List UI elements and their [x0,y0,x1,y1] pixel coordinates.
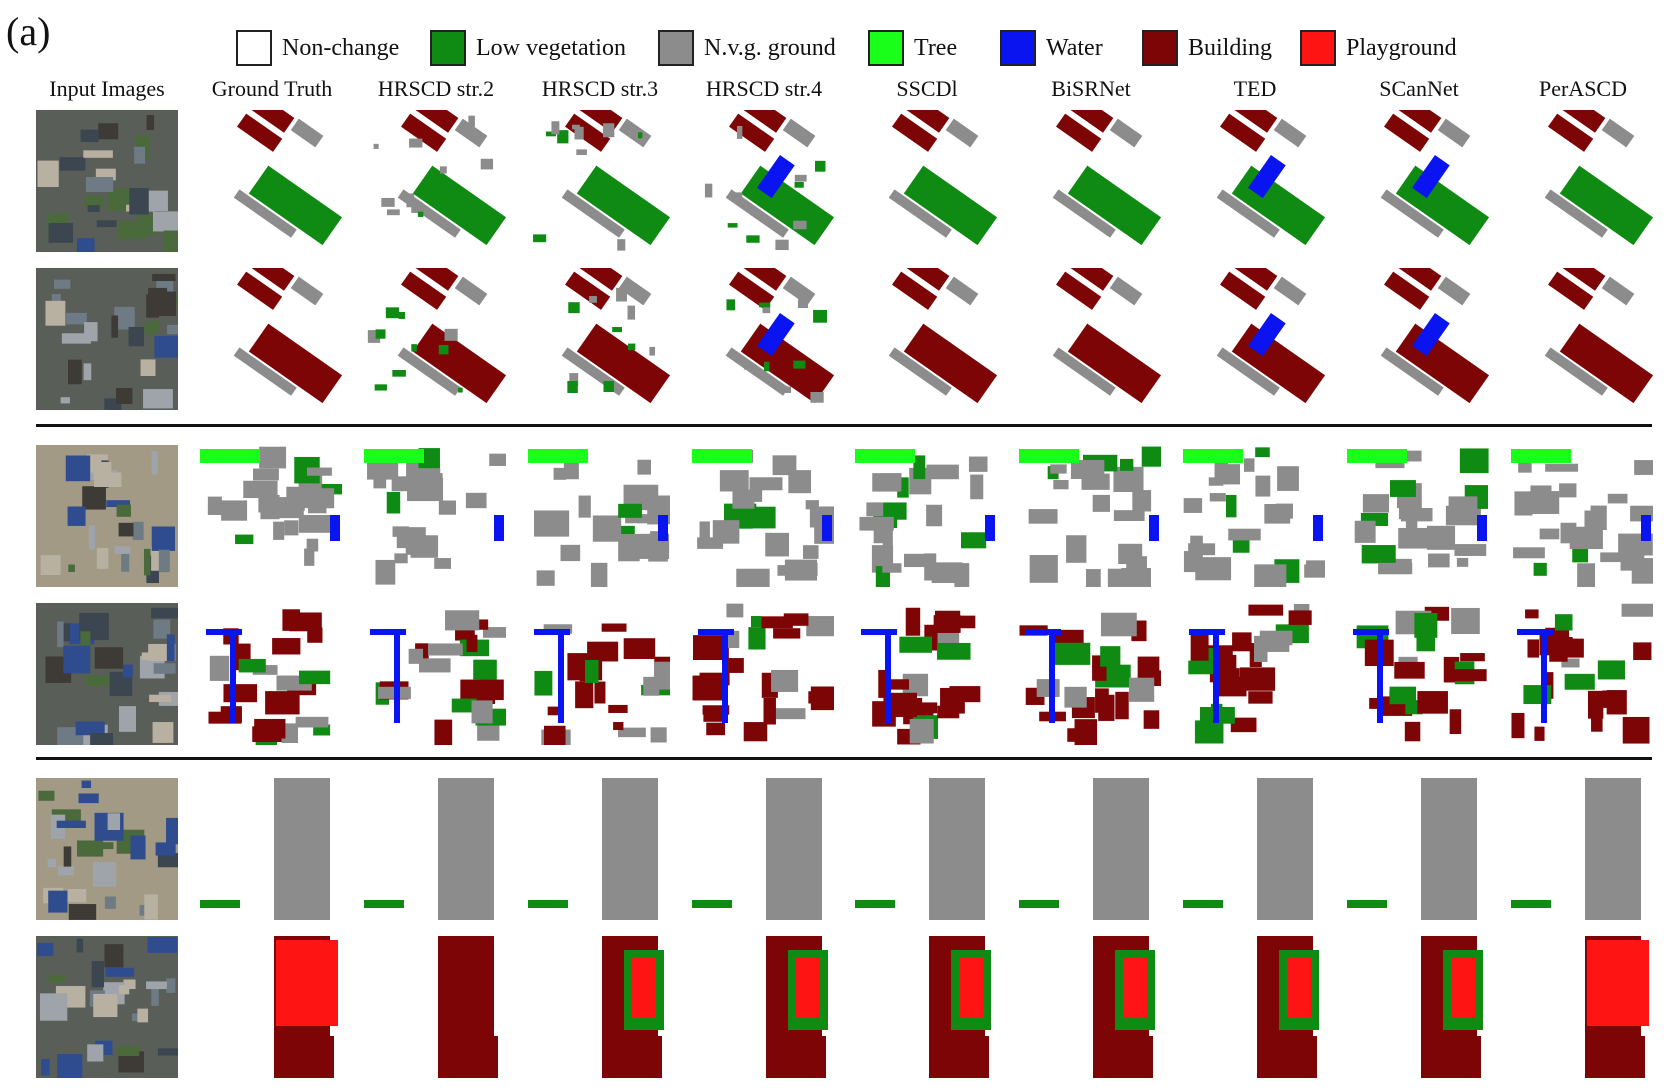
change-map [1183,110,1325,252]
input-image [36,110,178,252]
legend-swatch [236,30,272,66]
change-map [364,445,506,587]
input-image [36,445,178,587]
change-map [200,110,342,252]
change-map [528,603,670,745]
col-header-hrscd-str3: HRSCD str.3 [541,76,659,101]
legend-label: Building [1188,34,1273,61]
change-map [1347,603,1489,745]
change-map [1019,445,1161,587]
change-map [1347,110,1489,252]
change-map [1347,936,1489,1078]
change-map [1019,936,1161,1078]
col-header-hrscd-str2: HRSCD str.2 [377,76,495,101]
col-header-ted: TED [1233,76,1277,101]
legend-swatch [1300,30,1336,66]
legend-label: Playground [1346,34,1457,61]
change-map [528,778,670,920]
change-map [1347,445,1489,587]
col-header-sscdl: SSCDl [896,76,958,101]
change-map [1511,445,1653,587]
change-map [692,110,834,252]
col-header-hrscd-str4: HRSCD str.4 [705,76,823,101]
change-map [364,268,506,410]
legend-swatch [658,30,694,66]
panel-label: (a) [6,9,51,54]
change-map [855,445,997,587]
change-map [1511,778,1653,920]
change-map [200,778,342,920]
legend-item-building: Building [1142,28,1272,68]
change-map [1183,778,1325,920]
change-map [1511,110,1653,252]
change-map [200,445,342,587]
col-header-ground-truth: Ground Truth [211,76,333,101]
legend-label: Tree [914,34,958,61]
change-map [692,603,834,745]
legend-item-nvg-ground: N.v.g. ground [658,28,836,68]
change-map [1347,268,1489,410]
column-headers: Input Images Ground Truth HRSCD str.2 HR… [0,76,1666,110]
change-map [1019,603,1161,745]
change-map [855,603,997,745]
change-map [692,778,834,920]
legend-item-low-vegetation: Low vegetation [430,28,626,68]
change-map [1347,778,1489,920]
row-group-divider [36,424,1652,427]
legend-item-tree: Tree [868,28,957,68]
change-map [200,603,342,745]
change-map [200,936,342,1078]
change-map [1511,268,1653,410]
change-map [1019,778,1161,920]
change-map [200,268,342,410]
change-map [1019,110,1161,252]
change-map [1183,268,1325,410]
legend-label: Non-change [282,34,400,61]
row-group-divider [36,757,1652,760]
input-image [36,778,178,920]
change-map [1183,603,1325,745]
legend-swatch [430,30,466,66]
col-header-bisrnet: BiSRNet [1051,76,1131,101]
legend-item-water: Water [1000,28,1103,68]
change-map [1183,445,1325,587]
change-map [692,936,834,1078]
col-header-input-images: Input Images [49,76,165,101]
change-map [855,268,997,410]
legend-item-non-change: Non-change [236,28,399,68]
change-map [692,268,834,410]
change-map [528,268,670,410]
input-image [36,603,178,745]
input-image [36,936,178,1078]
input-image [36,268,178,410]
legend-swatch [868,30,904,66]
legend-item-playground: Playground [1300,28,1457,68]
change-map [1183,936,1325,1078]
change-map [364,603,506,745]
change-map [364,110,506,252]
change-map [855,778,997,920]
col-header-perascd: PerASCD [1538,76,1627,101]
change-map [528,936,670,1078]
legend-label: Water [1046,34,1103,61]
change-map [528,110,670,252]
change-map [1511,936,1653,1078]
change-map [1019,268,1161,410]
change-map [855,110,997,252]
legend-swatch [1142,30,1178,66]
change-map [364,778,506,920]
legend-label: N.v.g. ground [704,34,836,61]
change-map [692,445,834,587]
change-map [364,936,506,1078]
col-header-scannet: SCanNet [1379,76,1459,101]
change-map [855,936,997,1078]
legend-label: Low vegetation [476,34,626,61]
change-map [1511,603,1653,745]
change-map [528,445,670,587]
legend-swatch [1000,30,1036,66]
